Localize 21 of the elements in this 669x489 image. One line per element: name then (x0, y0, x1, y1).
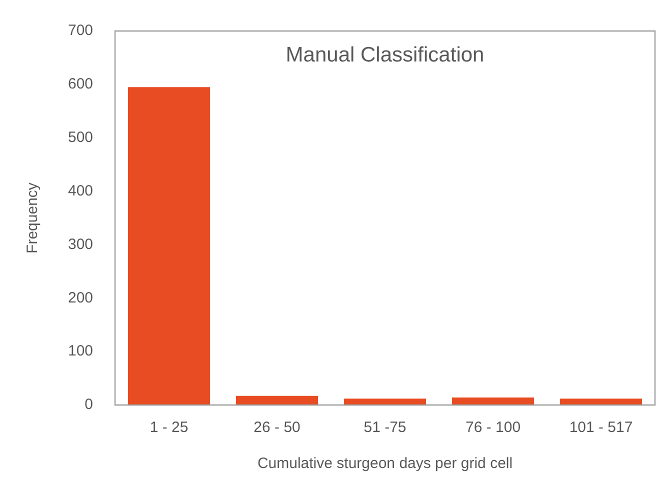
y-tick-label: 600 (68, 76, 94, 93)
text: Manual Classification (286, 43, 484, 66)
x-tick-label: 1 - 25 (150, 419, 188, 436)
y-tick-label: 0 (84, 396, 94, 414)
bar (452, 398, 534, 405)
x-tick-label: 101 - 517 (569, 419, 633, 436)
y-tick-label: 400 (68, 182, 94, 200)
x-tick-label: 51 -75 (364, 419, 406, 436)
x-tick-label: 76 - 100 (465, 419, 521, 436)
bar (344, 398, 426, 405)
y-tick-label: 100 (68, 342, 94, 360)
bar (128, 87, 210, 405)
y-axis-title: Frequency (24, 182, 42, 254)
y-tick-label: 500 (68, 129, 94, 146)
bar (236, 396, 318, 405)
y-tick-label: 200 (68, 289, 94, 306)
y-tick-label: 300 (68, 236, 94, 253)
y-tick-label: 700 (68, 22, 94, 40)
x-axis-title: Cumulative sturgeon days per grid cell (257, 455, 513, 472)
x-tick-label: 26 - 50 (254, 419, 300, 436)
bar (560, 398, 642, 405)
